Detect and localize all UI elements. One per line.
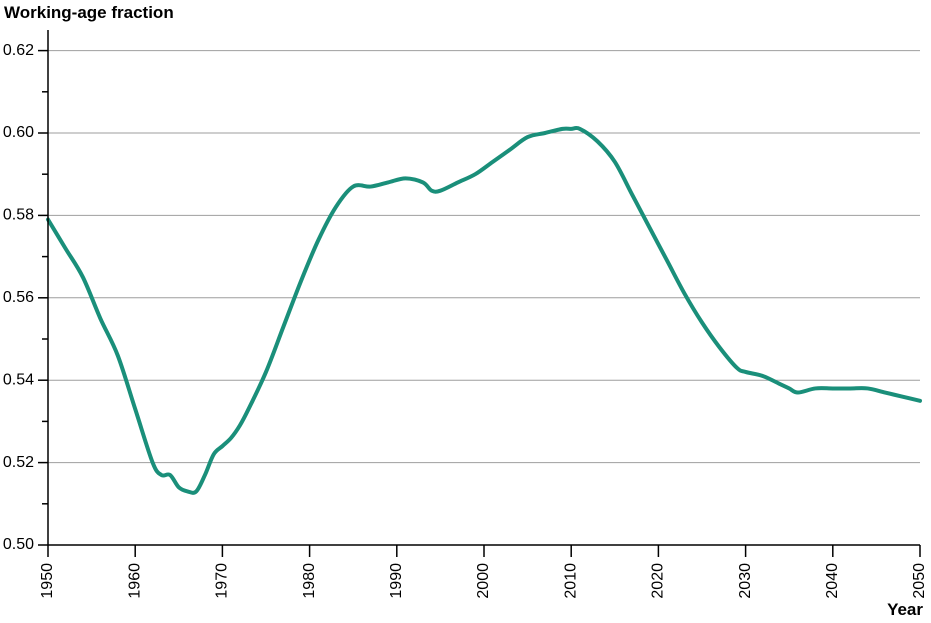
y-tick-label: 0.54	[3, 371, 34, 388]
y-tick-label: 0.62	[3, 42, 34, 59]
y-axis-title: Working-age fraction	[4, 3, 174, 22]
y-tick-label: 0.56	[3, 289, 34, 306]
x-tick-label: 2050	[911, 563, 928, 599]
y-tick-label: 0.60	[3, 124, 34, 141]
x-tick-label: 2010	[562, 563, 579, 599]
x-tick-label: 1950	[39, 563, 56, 599]
x-tick-label: 2020	[650, 563, 667, 599]
x-axis-title: Year	[887, 600, 923, 619]
x-tick-label: 2040	[824, 563, 841, 599]
y-tick-label: 0.58	[3, 207, 34, 224]
chart-container: 0.50 0.52 0.54 0.56 0.58 0.60 0.62 1950 1960 1970…	[0, 0, 931, 623]
x-tick-label: 2030	[737, 563, 754, 599]
x-tick-label: 1960	[126, 563, 143, 599]
y-tick-label: 0.52	[3, 454, 34, 471]
x-tick-label: 1980	[301, 563, 318, 599]
line-chart: 0.50 0.52 0.54 0.56 0.58 0.60 0.62 1950 1960 1970…	[0, 0, 931, 623]
x-tick-label: 1990	[388, 563, 405, 599]
x-tick-label: 2000	[475, 563, 492, 599]
x-tick-label: 1970	[214, 563, 231, 599]
y-tick-label: 0.50	[3, 536, 34, 553]
